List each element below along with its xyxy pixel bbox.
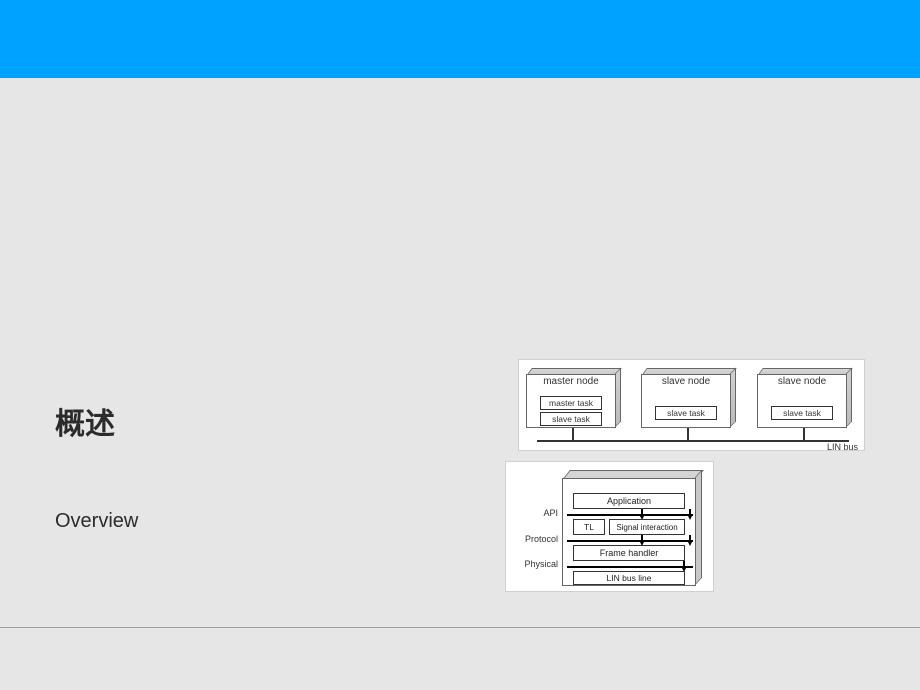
horizontal-divider — [0, 627, 920, 628]
layer-physical: LIN bus line — [573, 571, 685, 585]
bus-label: LIN bus — [827, 442, 858, 452]
bus-node-master: master node master task slave task — [526, 368, 621, 428]
bus-node-slave: slave node slave task — [757, 368, 852, 428]
node-title: slave node — [757, 376, 847, 387]
layer-separator — [567, 566, 693, 568]
bus-topology-diagram: master node master task slave task slave… — [518, 359, 865, 451]
node-title: master node — [526, 376, 616, 387]
task-box: slave task — [540, 412, 602, 426]
layer-frame: Frame handler — [573, 545, 685, 561]
task-box: slave task — [771, 406, 833, 420]
layer-tl: TL — [573, 519, 605, 535]
heading-chinese: 概述 — [55, 399, 115, 443]
stack-3d-front: Application TL Signal interaction Frame … — [562, 478, 696, 586]
layer-separator — [567, 540, 693, 542]
bus-drop-line — [687, 428, 689, 440]
stack-side-label-api: API — [510, 508, 558, 518]
task-box: slave task — [655, 406, 717, 420]
stack-side-label-protocol: Protocol — [510, 534, 558, 544]
stack-3d-container: Application TL Signal interaction Frame … — [562, 470, 702, 588]
bus-drop-line — [572, 428, 574, 440]
layer-signal: Signal interaction — [609, 519, 685, 535]
stack-side-label-physical: Physical — [510, 559, 558, 569]
bus-main-line — [537, 440, 849, 442]
layer-separator — [567, 514, 693, 516]
layer-application: Application — [573, 493, 685, 509]
bus-node-slave: slave node slave task — [641, 368, 736, 428]
node-title: slave node — [641, 376, 731, 387]
protocol-stack-diagram: API Protocol Physical Application TL Sig… — [505, 461, 714, 592]
heading-english: Overview — [55, 510, 138, 533]
header-bar — [0, 0, 920, 78]
bus-drop-line — [803, 428, 805, 440]
task-box: master task — [540, 396, 602, 410]
